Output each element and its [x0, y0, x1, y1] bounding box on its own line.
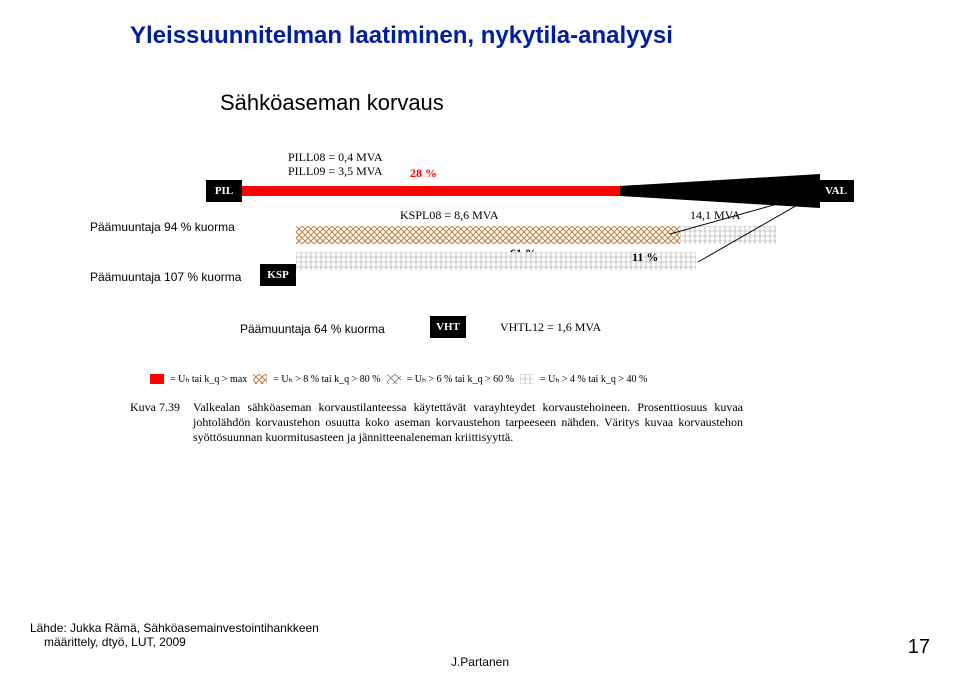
- kspl08-label: KSPL08 = 8,6 MVA: [400, 208, 499, 223]
- pill09-label: PILL09 = 3,5 MVA: [288, 164, 383, 178]
- figure-text: Valkealan sähköaseman korvaustilanteessa…: [193, 400, 743, 445]
- page-number: 17: [908, 636, 930, 659]
- legend-swatch-hatch1: [253, 374, 267, 384]
- legend-swatch-red: [150, 374, 164, 384]
- legend-text-0: = Uₕ tai k_q > max: [170, 374, 247, 385]
- paamuuntaja-94: Päämuuntaja 94 % kuorma: [90, 220, 235, 234]
- legend-swatch-grid: [520, 374, 534, 384]
- figure-number: Kuva 7.39: [130, 400, 190, 415]
- source-line2: määrittely, dtyö, LUT, 2009: [30, 635, 319, 649]
- paamuuntaja-64: Päämuuntaja 64 % kuorma: [240, 322, 385, 336]
- footer-author: J.Partanen: [0, 655, 960, 669]
- legend-text-1: = Uₕ > 8 % tai k_q > 80 %: [273, 374, 380, 385]
- source-line1: Lähde: Jukka Rämä, Sähköasemainvestointi…: [30, 621, 319, 635]
- legend-text-3: = Uₕ > 4 % tai k_q > 40 %: [540, 374, 647, 385]
- legend-text-2: = Uₕ > 6 % tai k_q > 60 %: [407, 374, 514, 385]
- source-citation: Lähde: Jukka Rämä, Sähköasemainvestointi…: [30, 621, 319, 649]
- pill-labels: PILL08 = 0,4 MVA PILL09 = 3,5 MVA: [288, 150, 383, 178]
- pill08-label: PILL08 = 0,4 MVA: [288, 150, 383, 164]
- figure-caption: Kuva 7.39 Valkealan sähköaseman korvaust…: [130, 400, 750, 445]
- paamuuntaja-107: Päämuuntaja 107 % kuorma: [90, 270, 241, 284]
- pil-val-percent: 28 %: [410, 166, 437, 181]
- legend-swatch-hatch2: [387, 374, 401, 384]
- page-title: Yleissuunnitelman laatiminen, nykytila-a…: [130, 22, 673, 50]
- subtitle: Sähköaseman korvaus: [220, 90, 444, 116]
- kspl-seg-hatch: [296, 226, 680, 244]
- percent-11: 11 %: [632, 250, 658, 265]
- node-vht: VHT: [430, 316, 466, 338]
- vhtl12-label: VHTL12 = 1,6 MVA: [500, 320, 601, 335]
- legend: = Uₕ tai k_q > max = Uₕ > 8 % tai k_q > …: [150, 370, 800, 388]
- node-pil: PIL: [206, 180, 242, 202]
- node-val: VAL: [818, 180, 854, 202]
- node-ksp: KSP: [260, 264, 296, 286]
- diagram: PILL08 = 0,4 MVA PILL09 = 3,5 MVA PIL 28…: [110, 150, 830, 370]
